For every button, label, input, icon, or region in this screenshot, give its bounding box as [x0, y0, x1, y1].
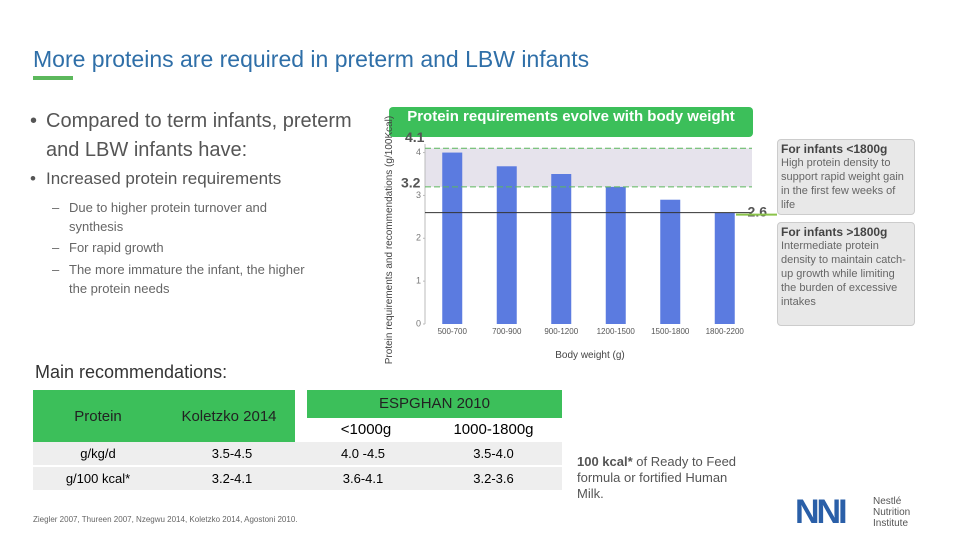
y-tick-label: 4: [416, 147, 421, 157]
subheader-cell: <1000g: [340, 421, 392, 439]
y-tick-label: 3: [416, 190, 421, 200]
x-axis-label: Body weight (g): [555, 350, 624, 361]
reference-label: 4.1: [405, 129, 425, 145]
section-title: Main recommendations:: [35, 362, 228, 382]
x-tick-label: 700-900: [492, 327, 522, 336]
note-bold: 100 kcal*: [577, 454, 633, 469]
references: Ziegler 2007, Thureen 2007, Nzegwu 2014,…: [33, 515, 298, 524]
x-tick-label: 900-1200: [544, 327, 578, 336]
cell: 4.0 -4.5: [301, 442, 425, 467]
cell: 3.2-4.1: [163, 466, 301, 492]
x-tick-label: 1500-1800: [651, 327, 690, 336]
y-tick-label: 2: [416, 233, 421, 243]
cell: 3.5-4.0: [425, 442, 562, 467]
info-box: For infants <1800g High protein density t…: [777, 139, 915, 215]
cell: g/100 kcal*: [33, 466, 163, 492]
box-title: For infants >1800g: [781, 225, 888, 239]
recommendations-table: Protein Koletzko 2014 ESPGHAN 2010 <1000…: [33, 390, 562, 492]
sub-bullet: The more immature the infant, the higher…: [52, 260, 319, 298]
bullet: Compared to term infants, preterm and LB…: [30, 107, 376, 165]
cell: 3.2-3.6: [425, 466, 562, 492]
sub-bullet: Due to higher protein turnover and synth…: [52, 198, 319, 236]
x-tick-label: 500-700: [438, 327, 468, 336]
cell: 3.6-4.1: [301, 466, 425, 492]
bar: [660, 199, 681, 324]
logo-mark: NNI: [795, 493, 848, 531]
logo-text: Nestlé Nutrition Institute: [873, 496, 910, 529]
x-tick-label: 1800-2200: [706, 327, 745, 336]
header-cell: ESPGHAN 2010: [301, 390, 562, 418]
highlight-band: [425, 148, 752, 187]
cell: g/kg/d: [33, 442, 163, 467]
subheader-cell: 1000-1800g: [453, 421, 534, 439]
cell: 3.5-4.5: [163, 442, 301, 467]
bullet: Increased protein requirements: [30, 169, 366, 189]
box-title: For infants <1800g: [781, 142, 888, 156]
bar: [551, 174, 572, 324]
logo-line: Nestlé: [873, 496, 902, 507]
bar: [442, 152, 463, 324]
title-underline: [33, 76, 73, 80]
y-axis-label: Protein requirements and recommendations…: [384, 116, 395, 364]
header-cell: Koletzko 2014: [163, 390, 307, 442]
bar: [496, 166, 517, 324]
y-tick-label: 0: [416, 318, 421, 328]
bar: [714, 212, 735, 324]
note: 100 kcal* of Ready to Feed formula or fo…: [577, 454, 757, 502]
box-text: Intermediate protein density to maintain…: [781, 240, 906, 308]
chart: Protein requirements evolve with body we…: [384, 107, 777, 364]
y-tick-label: 1: [416, 276, 421, 286]
info-box: For infants >1800g Intermediate protein d…: [777, 222, 915, 326]
reference-label: 3.2: [401, 175, 421, 191]
chart-title: Protein requirements evolve with body we…: [407, 108, 735, 125]
bar: [605, 186, 626, 324]
chart-title-box: [389, 107, 753, 137]
box-text: High protein density to support rapid we…: [781, 157, 904, 211]
x-tick-label: 1200-1500: [597, 327, 636, 336]
logo-line: Institute: [873, 518, 909, 529]
header-cell: Protein: [33, 390, 163, 442]
sub-bullet: For rapid growth: [52, 238, 319, 257]
reference-label: 2.6: [748, 203, 768, 219]
logo-line: Nutrition: [873, 507, 911, 518]
slide-title: More proteins are required in preterm an…: [33, 46, 590, 72]
note-text: of Ready to Feed formula or fortified Hu…: [577, 454, 737, 501]
